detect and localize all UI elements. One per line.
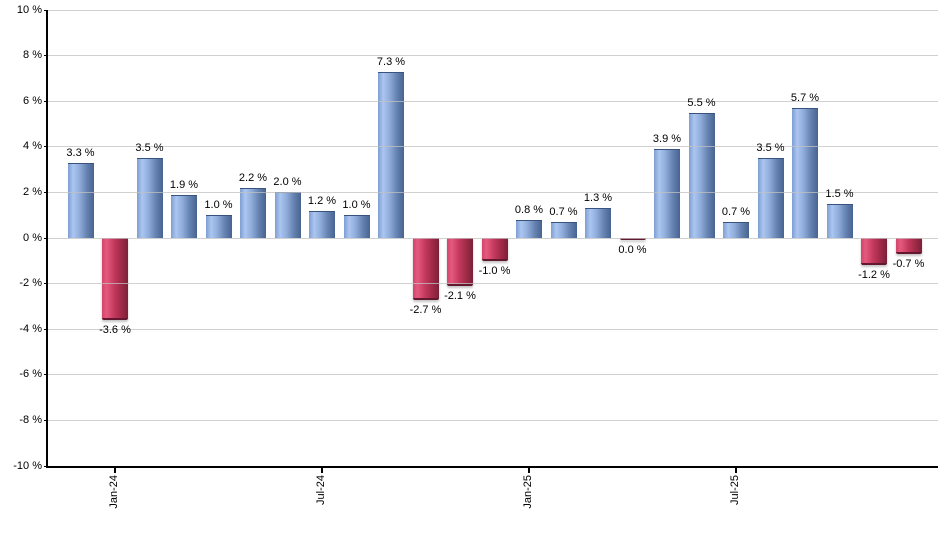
bar-Dec-25 bbox=[895, 238, 922, 254]
bar-value-label: 2.2 % bbox=[238, 171, 268, 184]
x-axis-tick-mark bbox=[735, 468, 737, 473]
bar-value-label: 3.9 % bbox=[652, 133, 682, 146]
bar-Sep-25 bbox=[792, 108, 818, 238]
bar-Jul-25 bbox=[723, 222, 749, 238]
bar-Dec-23 bbox=[67, 162, 94, 238]
bar-value-label: 5.7 % bbox=[790, 92, 820, 105]
bar-value-label: -0.7 % bbox=[892, 257, 925, 270]
bar-value-label: 3.5 % bbox=[756, 142, 785, 155]
bar-Nov-24 bbox=[447, 238, 473, 286]
bar-Oct-25 bbox=[826, 203, 853, 238]
x-axis-tick-label: Jul-24 bbox=[315, 475, 327, 505]
bar-Oct-24 bbox=[412, 238, 439, 300]
x-axis bbox=[46, 466, 938, 468]
bar-Jan-24 bbox=[102, 238, 128, 321]
gridline bbox=[48, 419, 938, 421]
bar-value-label: 2.0 % bbox=[273, 176, 302, 189]
bar-Nov-25 bbox=[861, 238, 887, 266]
bar-Aug-25 bbox=[757, 158, 784, 238]
bar-value-label: -2.7 % bbox=[409, 303, 442, 316]
y-axis-tick-label: -6 % bbox=[19, 368, 42, 381]
bar-value-label: 1.9 % bbox=[169, 178, 199, 191]
bar-value-label: 0.0 % bbox=[618, 244, 647, 256]
y-axis-tick-label: 0 % bbox=[23, 231, 42, 244]
bar-May-24 bbox=[240, 187, 266, 238]
x-axis-tick-label: Jul-25 bbox=[729, 475, 741, 505]
gridline bbox=[48, 283, 938, 285]
x-axis-tick-mark bbox=[114, 468, 116, 473]
x-axis-tick-label: Jan-25 bbox=[522, 475, 534, 509]
bar-value-label: 1.0 % bbox=[342, 199, 371, 212]
x-axis-tick-label: Jan-24 bbox=[108, 475, 120, 509]
bar-value-label: 1.5 % bbox=[825, 187, 854, 200]
y-axis bbox=[46, 10, 48, 466]
bar-value-label: 7.3 % bbox=[376, 55, 406, 68]
bar-value-label: -1.0 % bbox=[478, 264, 511, 277]
bar-value-label: 1.2 % bbox=[307, 194, 337, 207]
bar-value-label: 0.8 % bbox=[514, 203, 544, 216]
bar-value-label: 0.7 % bbox=[549, 206, 578, 219]
bar-value-label: 1.0 % bbox=[204, 199, 233, 212]
bar-Sep-24 bbox=[378, 71, 404, 238]
bar-Feb-24 bbox=[136, 158, 163, 238]
y-axis-tick-label: -2 % bbox=[19, 277, 42, 290]
bar-value-label: 1.3 % bbox=[583, 192, 613, 205]
x-axis-tick-mark bbox=[321, 468, 323, 473]
bar-value-label: 0.7 % bbox=[721, 206, 751, 219]
gridline bbox=[48, 55, 938, 57]
bar-value-label: 3.3 % bbox=[66, 146, 95, 159]
bar-Mar-24 bbox=[171, 194, 197, 238]
y-axis-tick-label: -8 % bbox=[19, 413, 42, 426]
gridline bbox=[48, 374, 938, 376]
y-axis-tick-label: 4 % bbox=[23, 140, 42, 153]
gridline bbox=[48, 237, 938, 239]
bar-value-label: -3.6 % bbox=[99, 324, 131, 337]
y-axis-tick-label: 2 % bbox=[23, 185, 42, 198]
bar-Apr-24 bbox=[205, 215, 232, 238]
bar-Mar-25 bbox=[585, 208, 611, 238]
bar-Apr-25 bbox=[619, 238, 646, 240]
y-axis-tick-label: 6 % bbox=[23, 94, 42, 107]
bar-Aug-24 bbox=[343, 215, 370, 238]
bar-Jul-24 bbox=[309, 210, 335, 238]
bar-value-label: -1.2 % bbox=[858, 269, 890, 282]
bar-Jan-25 bbox=[516, 219, 542, 238]
y-axis-tick-label: -4 % bbox=[19, 322, 42, 335]
gridline bbox=[48, 146, 938, 148]
x-axis-tick-mark bbox=[528, 468, 530, 473]
y-axis-tick-label: 8 % bbox=[23, 49, 42, 62]
gridline bbox=[48, 100, 938, 102]
bar-Jun-25 bbox=[688, 112, 715, 238]
gridline bbox=[48, 9, 938, 11]
bar-Dec-24 bbox=[481, 238, 508, 261]
gridline bbox=[48, 191, 938, 193]
y-axis-tick-label: 10 % bbox=[16, 3, 42, 16]
gridline bbox=[48, 328, 938, 330]
bar-value-label: -2.1 % bbox=[444, 289, 476, 302]
bar-Feb-25 bbox=[550, 222, 577, 238]
bar-May-25 bbox=[654, 149, 680, 238]
bar-value-label: 3.5 % bbox=[135, 142, 164, 155]
bar-value-label: 5.5 % bbox=[687, 96, 716, 109]
y-axis-tick-label: -10 % bbox=[13, 459, 42, 472]
